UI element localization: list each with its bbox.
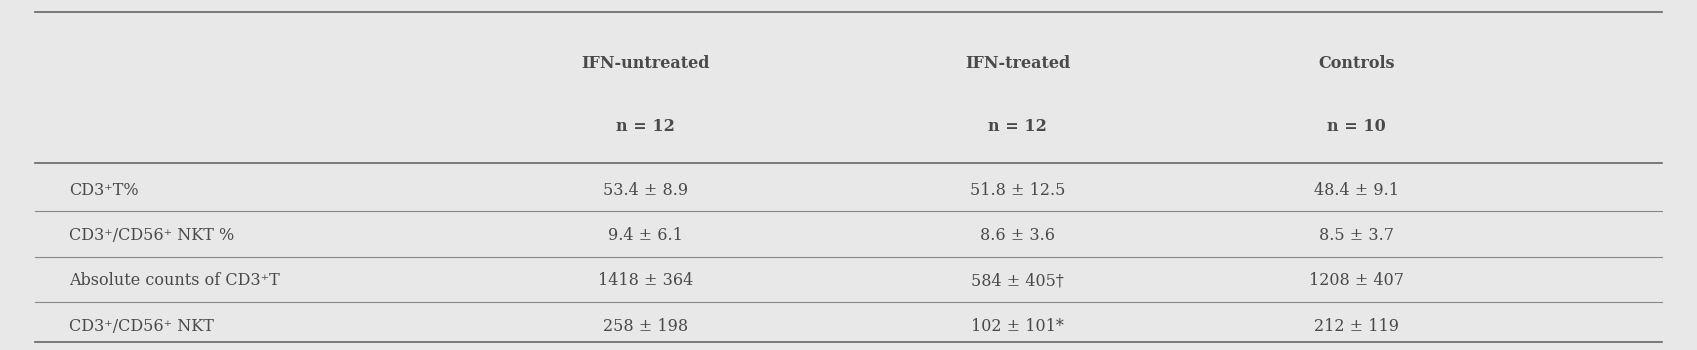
Text: n = 12: n = 12 xyxy=(616,118,675,135)
Text: 8.6 ± 3.6: 8.6 ± 3.6 xyxy=(981,227,1056,244)
Text: n = 12: n = 12 xyxy=(988,118,1047,135)
Text: 1208 ± 407: 1208 ± 407 xyxy=(1310,272,1403,289)
Text: Absolute counts of CD3⁺T: Absolute counts of CD3⁺T xyxy=(70,272,280,289)
Text: 53.4 ± 8.9: 53.4 ± 8.9 xyxy=(602,182,687,199)
Text: IFN-treated: IFN-treated xyxy=(966,55,1071,72)
Text: CD3⁺/CD56⁺ NKT: CD3⁺/CD56⁺ NKT xyxy=(70,317,214,335)
Text: CD3⁺T%: CD3⁺T% xyxy=(70,182,139,199)
Text: 584 ± 405†: 584 ± 405† xyxy=(971,272,1064,289)
Text: 51.8 ± 12.5: 51.8 ± 12.5 xyxy=(971,182,1066,199)
Text: 9.4 ± 6.1: 9.4 ± 6.1 xyxy=(608,227,682,244)
Text: 212 ± 119: 212 ± 119 xyxy=(1313,317,1400,335)
Text: 8.5 ± 3.7: 8.5 ± 3.7 xyxy=(1319,227,1395,244)
Text: n = 10: n = 10 xyxy=(1327,118,1386,135)
Text: 258 ± 198: 258 ± 198 xyxy=(602,317,687,335)
Text: 102 ± 101*: 102 ± 101* xyxy=(971,317,1064,335)
Text: 48.4 ± 9.1: 48.4 ± 9.1 xyxy=(1313,182,1400,199)
Text: CD3⁺/CD56⁺ NKT %: CD3⁺/CD56⁺ NKT % xyxy=(70,227,234,244)
Text: 1418 ± 364: 1418 ± 364 xyxy=(597,272,692,289)
Text: Controls: Controls xyxy=(1319,55,1395,72)
Text: IFN-untreated: IFN-untreated xyxy=(580,55,709,72)
